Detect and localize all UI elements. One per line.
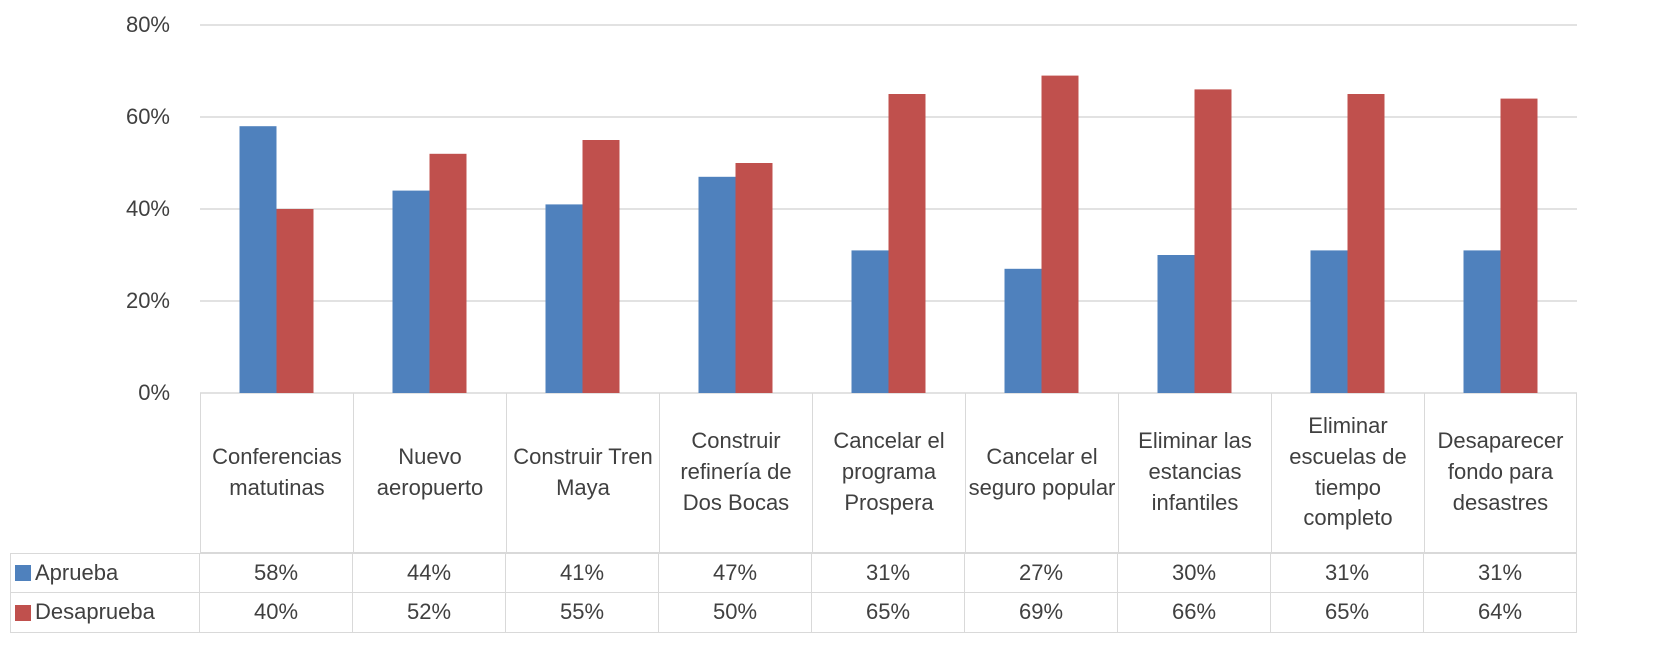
y-tick-label: 40% bbox=[125, 196, 170, 221]
table-value: 47% bbox=[659, 553, 812, 593]
bar bbox=[888, 94, 926, 393]
category-label: Conferencias matutinas bbox=[200, 393, 353, 553]
table-value: 31% bbox=[812, 553, 965, 593]
bar bbox=[698, 176, 736, 393]
legend-label: Aprueba bbox=[35, 559, 119, 585]
bar bbox=[1004, 268, 1042, 393]
legend-entry: Desaprueba bbox=[10, 593, 200, 633]
table-value: 50% bbox=[659, 593, 812, 633]
bar bbox=[429, 153, 467, 393]
table-value: 66% bbox=[1118, 593, 1271, 633]
table-value: 65% bbox=[1271, 593, 1424, 633]
bar bbox=[392, 190, 430, 393]
category-label: Construir refinería de Dos Bocas bbox=[659, 393, 812, 553]
bar bbox=[545, 204, 583, 393]
y-tick-label: 60% bbox=[125, 104, 170, 129]
bar bbox=[851, 250, 889, 393]
bar bbox=[1194, 89, 1232, 394]
table-value: 30% bbox=[1118, 553, 1271, 593]
category-label: Cancelar el seguro popular bbox=[965, 393, 1118, 553]
category-label: Desaparecer fondo para desastres bbox=[1424, 393, 1577, 553]
bar bbox=[1463, 250, 1501, 393]
bar bbox=[735, 163, 773, 393]
legend-label: Desaprueba bbox=[35, 599, 155, 625]
bar bbox=[239, 126, 277, 393]
category-label: Eliminar las estancias infantiles bbox=[1118, 393, 1271, 553]
table-value: 52% bbox=[353, 593, 506, 633]
table-value: 40% bbox=[200, 593, 353, 633]
bar bbox=[582, 140, 620, 393]
y-tick-label: 80% bbox=[125, 12, 170, 37]
table-value: 44% bbox=[353, 553, 506, 593]
y-tick-label: 0% bbox=[138, 380, 170, 405]
y-tick-label: 20% bbox=[125, 288, 170, 313]
table-value: 27% bbox=[965, 553, 1118, 593]
legend-swatch bbox=[15, 604, 31, 621]
table-value: 31% bbox=[1424, 553, 1577, 593]
bar bbox=[1041, 75, 1079, 393]
table-value: 55% bbox=[506, 593, 659, 633]
bar bbox=[1310, 250, 1348, 393]
category-label: Eliminar escuelas de tiempo completo bbox=[1271, 393, 1424, 553]
bar bbox=[1347, 94, 1385, 393]
category-label: Nuevo aeropuerto bbox=[353, 393, 506, 553]
table-value: 31% bbox=[1271, 553, 1424, 593]
bar bbox=[276, 209, 314, 393]
bar bbox=[1500, 98, 1538, 393]
table-value: 64% bbox=[1424, 593, 1577, 633]
category-label: Cancelar el programa Prospera bbox=[812, 393, 965, 553]
table-value: 69% bbox=[965, 593, 1118, 633]
table-value: 65% bbox=[812, 593, 965, 633]
table-value: 41% bbox=[506, 553, 659, 593]
legend-entry: Aprueba bbox=[10, 553, 200, 593]
category-label: Construir Tren Maya bbox=[506, 393, 659, 553]
legend-swatch bbox=[15, 565, 31, 581]
bar bbox=[1157, 255, 1195, 393]
table-value: 58% bbox=[200, 553, 353, 593]
